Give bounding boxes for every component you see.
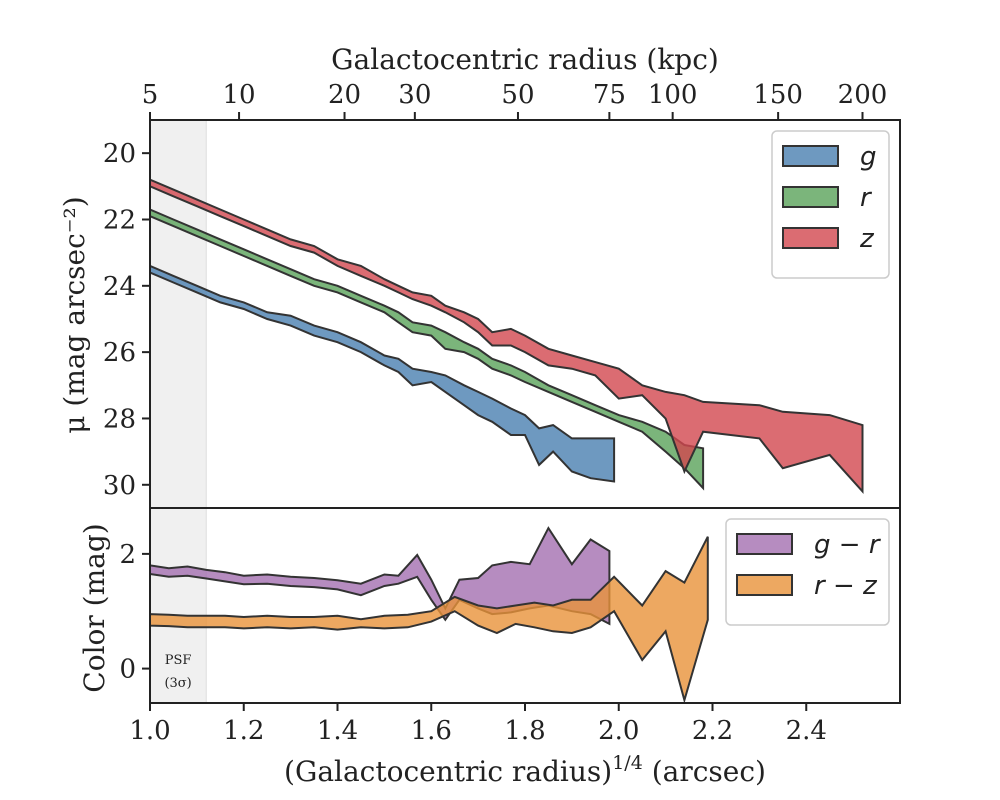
bottom-xtick-label: 1.8 — [504, 716, 545, 746]
bottom-y-axis-title: Color (mag) — [78, 523, 111, 692]
bottom-legend-label: g − r — [814, 530, 882, 560]
top-ytick-label: 22 — [103, 205, 136, 235]
bottom-band-1 — [150, 536, 709, 703]
top-legend-label: r — [860, 183, 873, 213]
top-xtick-label: 100 — [648, 80, 698, 110]
bottom-ytick-label: 0 — [119, 655, 136, 685]
bottom-ytick-label: 2 — [119, 540, 136, 570]
top-band-0 — [150, 264, 616, 483]
top-legend-swatch — [782, 227, 839, 249]
top-ytick-label: 24 — [103, 272, 136, 302]
top-xtick-label: 50 — [501, 80, 534, 110]
top-xtick-label: 200 — [838, 80, 888, 110]
top-ytick-label: 30 — [103, 471, 136, 501]
bottom-legend: g − r r − z — [725, 518, 890, 626]
color-panel: 0 2 g − r r − z PSF (3σ) 1.0 1.2 1.4 1.6 1.8 2.0 2.2… — [119, 507, 901, 746]
bottom-band-0 — [150, 526, 611, 626]
top-band-1 — [150, 208, 705, 491]
top-ytick-label: 20 — [103, 139, 136, 169]
top-legend-label: g — [860, 142, 877, 172]
bottom-xtick-label: 2.0 — [598, 716, 639, 746]
bottom-xtick-label: 2.2 — [692, 716, 733, 746]
top-xtick-label: 10 — [223, 80, 256, 110]
top-y-axis-title: μ (mag arcsec⁻²) — [58, 196, 91, 433]
surface-brightness-panel: 20 22 24 26 28 30 grz 5 10 20 30 50 75 100 150 200 — [103, 80, 901, 509]
bottom-xtick-label: 2.4 — [786, 716, 827, 746]
bottom-xtick-label: 1.0 — [129, 716, 170, 746]
bottom-xtick-label: 1.2 — [223, 716, 264, 746]
top-x-axis-title: Galactocentric radius (kpc) — [331, 43, 719, 76]
bottom-xtick-label: 1.4 — [317, 716, 358, 746]
bottom-psf-region — [149, 507, 207, 704]
psf-label: PSF — [165, 653, 192, 668]
bottom-legend-label: r − z — [814, 571, 878, 601]
top-legend-label: z — [859, 224, 875, 254]
top-xtick-label: 150 — [753, 80, 803, 110]
top-xtick-label: 5 — [142, 80, 159, 110]
psf-label-sigma: (3σ) — [164, 676, 191, 691]
top-xtick-label: 75 — [593, 80, 626, 110]
top-legend: grz — [771, 130, 890, 279]
top-legend-swatch — [782, 145, 839, 167]
top-band-2 — [150, 178, 864, 495]
top-xtick-label: 30 — [398, 80, 431, 110]
top-xtick-label: 20 — [328, 80, 361, 110]
top-psf-region — [149, 119, 207, 509]
top-legend-swatch — [782, 186, 839, 208]
bottom-x-axis-title: (Galactocentric radius)1/4 (arcsec) — [284, 752, 766, 788]
bottom-xtick-label: 1.6 — [411, 716, 452, 746]
axis-titles: Galactocentric radius (kpc) (Galactocent… — [58, 43, 766, 788]
top-ytick-label: 26 — [103, 338, 136, 368]
bottom-legend-swatch — [736, 574, 793, 596]
top-ytick-label: 28 — [103, 404, 136, 434]
bottom-legend-swatch — [736, 533, 793, 555]
